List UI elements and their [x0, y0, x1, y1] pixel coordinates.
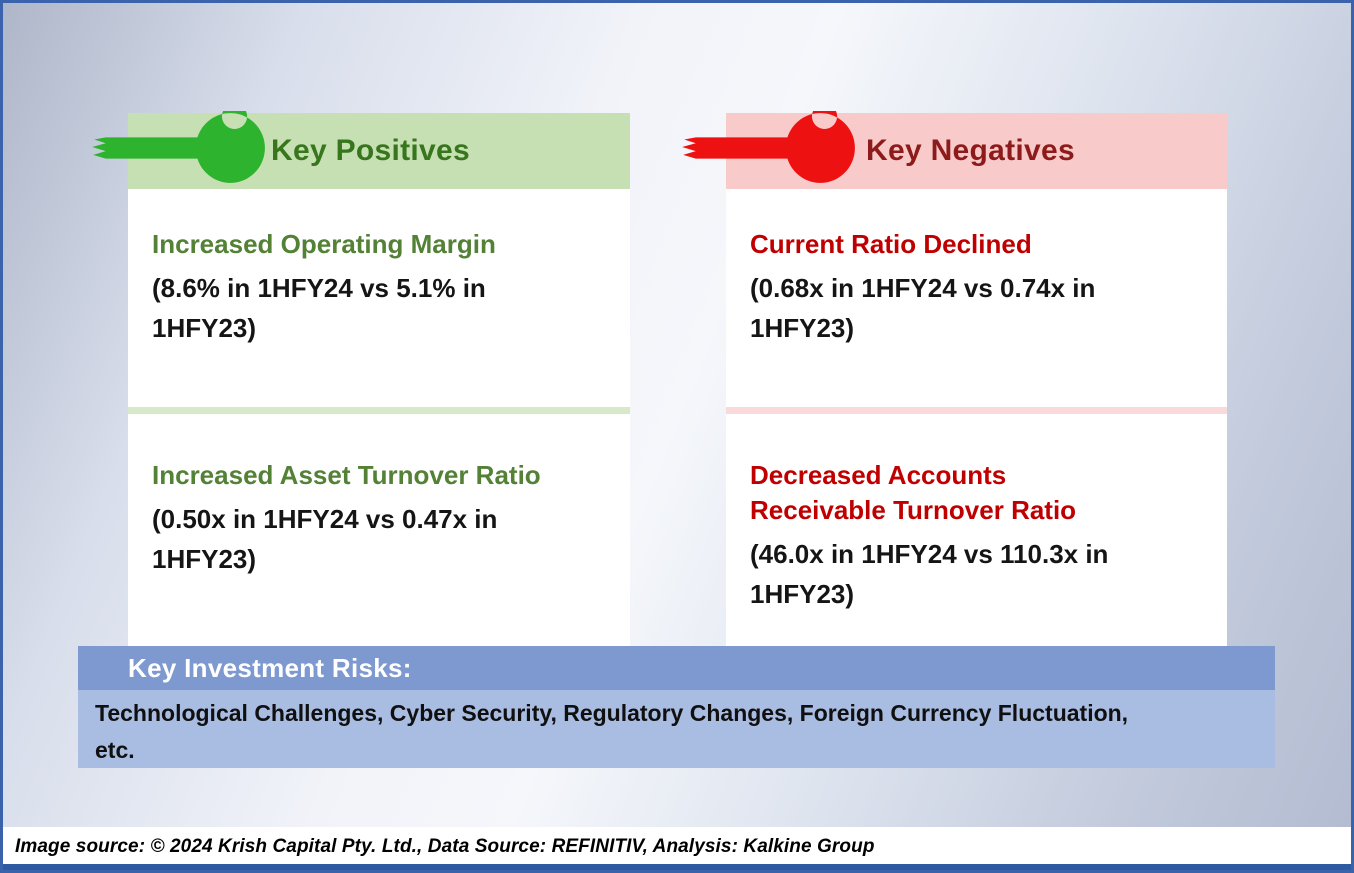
- risks-banner: Key Investment Risks: Technological Chal…: [78, 646, 1275, 768]
- negative-item-title: Current Ratio Declined: [750, 229, 1032, 259]
- red-key-icon: [682, 111, 855, 183]
- source-footer-text: Image source: © 2024 Krish Capital Pty. …: [15, 836, 875, 857]
- positive-item-card: Increased Asset Turnover Ratio (0.50x in…: [128, 414, 630, 660]
- risks-header-label: Key Investment Risks:: [128, 652, 412, 683]
- negatives-divider: [726, 407, 1227, 414]
- red-key-shape: [682, 111, 855, 183]
- negative-item-title: Decreased Accounts Receivable Turnover R…: [750, 460, 1077, 526]
- negative-item-detail: (46.0x in 1HFY24 vs 110.3x in 1HFY23): [750, 539, 1109, 610]
- positive-item-detail: (8.6% in 1HFY24 vs 5.1% in 1HFY23): [152, 273, 486, 344]
- risks-banner-header: Key Investment Risks:: [78, 646, 1275, 690]
- positive-item-title: Increased Operating Margin: [152, 229, 496, 259]
- risks-body-text: Technological Challenges, Cyber Security…: [78, 690, 1275, 768]
- positive-item-title: Increased Asset Turnover Ratio: [152, 460, 541, 490]
- negative-item-detail: (0.68x in 1HFY24 vs 0.74x in 1HFY23): [750, 273, 1096, 344]
- negatives-header-label: Key Negatives: [866, 134, 1076, 167]
- source-footer: Image source: © 2024 Krish Capital Pty. …: [3, 830, 1351, 864]
- positive-item-detail: (0.50x in 1HFY24 vs 0.47x in 1HFY23): [152, 504, 498, 575]
- negative-item-card: Current Ratio Declined (0.68x in 1HFY24 …: [726, 189, 1227, 407]
- positives-divider: [128, 407, 630, 414]
- bottom-blue-bar: [3, 864, 1351, 870]
- green-key-shape: [92, 111, 265, 183]
- negative-item-card: Decreased Accounts Receivable Turnover R…: [726, 414, 1227, 660]
- green-key-icon: [92, 111, 265, 183]
- positives-header-label: Key Positives: [271, 134, 471, 167]
- positive-item-card: Increased Operating Margin (8.6% in 1HFY…: [128, 189, 630, 407]
